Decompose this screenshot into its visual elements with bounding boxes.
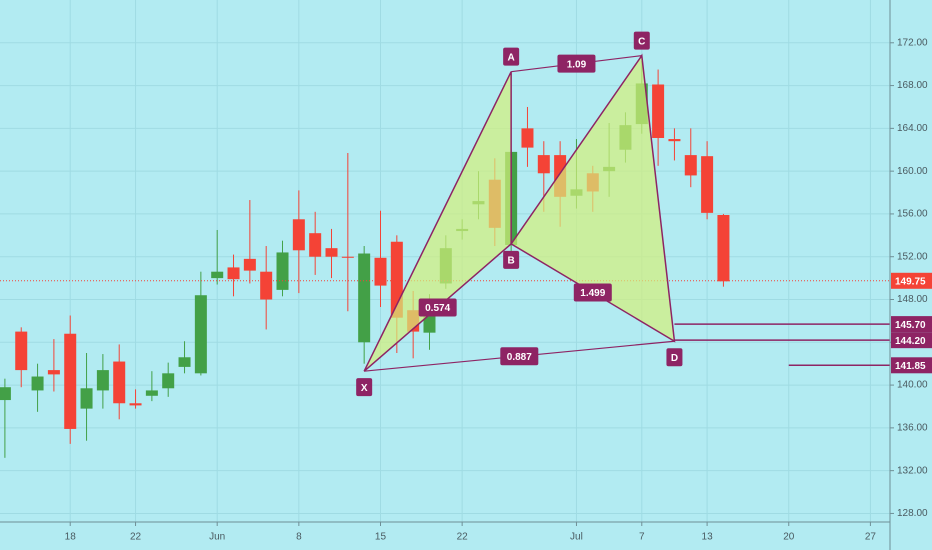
candle-body [113,361,126,404]
pattern-point-label: A [508,52,515,63]
pattern-point-label-box [633,31,650,50]
price-tag [891,332,932,349]
candle-body [227,267,240,280]
y-tick-label: 148.00 [897,294,928,305]
price-tag [891,316,932,333]
pattern-point-label: B [508,256,515,267]
pattern-point-label: D [671,353,678,364]
pattern-point-label-box [666,348,683,367]
candle-body [276,252,289,290]
y-tick-label: 128.00 [897,508,928,519]
pattern-point-label: X [361,383,368,394]
candle-body [129,403,142,406]
candle-body [374,257,387,286]
x-tick-label: 18 [65,532,77,543]
pattern-ratio-box [500,347,539,366]
x-tick-label: Jul [570,532,583,543]
candle-body [178,357,191,367]
candle-body [668,139,681,142]
candle-body [47,370,60,375]
candle-body [309,233,322,257]
candle-body [162,373,175,389]
candle-body [341,256,354,258]
x-tick-label: 22 [130,532,142,543]
y-tick-label: 136.00 [897,423,928,434]
candle-body [260,271,273,300]
pattern-point-label-box [503,47,520,66]
y-tick-label: 152.00 [897,251,928,262]
candle-body [358,253,371,343]
x-tick-label: 13 [702,532,714,543]
price-tag [891,272,932,289]
candle-body [537,155,550,174]
x-tick-label: 27 [865,532,877,543]
y-tick-label: 132.00 [897,465,928,476]
candle-body [64,333,77,429]
candle-body [15,331,28,371]
pattern-point-label: C [638,36,645,47]
pattern-ratio-box [573,283,612,302]
x-tick-label: 22 [457,532,469,543]
candle-body [701,156,714,213]
candle-body [145,390,158,396]
price-tag [891,357,932,374]
pattern-ratio-box [557,54,596,73]
pattern-point-label-box [503,250,520,269]
y-tick-label: 164.00 [897,123,928,134]
price-tag-label: 149.75 [895,276,926,287]
price-tag-label: 141.85 [895,361,926,372]
pattern-ratio: 1.09 [567,59,587,70]
x-tick-label: 7 [639,532,645,543]
y-tick-label: 172.00 [897,37,928,48]
candle-body [194,295,207,374]
pattern-ratio: 1.499 [580,288,605,299]
candle-body [31,376,44,391]
pattern-triangle [363,71,512,372]
candle-body [717,215,730,282]
y-tick-label: 168.00 [897,80,928,91]
pattern-ratio: 0.574 [425,303,450,314]
x-tick-label: 8 [296,532,302,543]
candle-body [652,84,665,138]
candle-body [684,155,697,176]
pattern-ratio-box [418,298,457,317]
candle-body [292,219,305,251]
pattern-point-label-box [356,378,373,397]
candle-body [96,370,109,391]
x-tick-label: 15 [375,532,387,543]
candle-body [0,387,11,401]
x-tick-label: Jun [209,532,225,543]
x-tick-label: 20 [783,532,795,543]
price-tag-label: 144.20 [895,336,926,347]
x-axis-area [0,522,890,550]
candle-body [243,258,256,271]
pattern-ratio: 0.887 [507,352,532,363]
candle-body [211,271,224,279]
y-tick-label: 156.00 [897,209,928,220]
candle-body [80,388,93,409]
y-tick-label: 160.00 [897,166,928,177]
candle-body [521,128,534,148]
candle-body [325,248,338,257]
price-tag-label: 145.70 [895,320,926,331]
y-tick-label: 140.00 [897,380,928,391]
